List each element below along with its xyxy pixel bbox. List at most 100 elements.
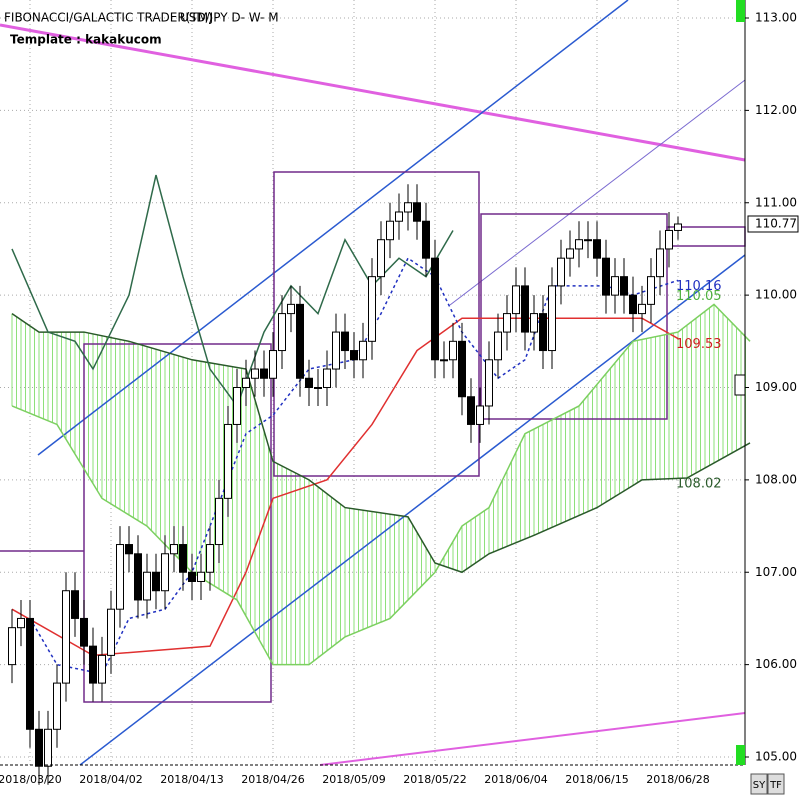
candle-body [458,340,466,398]
candle-body [206,544,214,573]
candle-body [602,257,610,296]
candle-body [440,359,448,362]
candle-body [233,387,241,425]
candle-body [224,423,232,499]
x-tick-label: 2018/03/20 [0,773,62,786]
button[interactable] [767,773,785,795]
x-tick-label: 2018/04/13 [160,773,223,786]
y-tick-label: 109.00 [755,380,797,394]
box [83,343,272,703]
candle-body [260,368,268,379]
y-tick-label: 110.00 [755,288,797,302]
last-price-box [747,215,799,233]
chart-title: FIBONACCI/GALACTIC TRADER(TM) [4,11,213,25]
box [273,171,480,477]
y-tick-label: 108.00 [755,472,797,486]
axes: 105.00 106.00 107.00 108.00 109.00 110.00 111.… [0,11,799,795]
candle-body [413,202,421,222]
trend-line [449,79,746,306]
candle-body [278,313,286,352]
candle-body [467,396,475,425]
candle-body [242,377,250,389]
candle-body [359,340,367,361]
candle-body [98,654,106,684]
value-annotation: 109.53 [676,337,722,352]
candle-body [116,544,124,610]
candle-body [377,239,385,278]
candle-body [215,497,223,546]
candle-body [584,239,592,242]
x-tick-label: 2018/05/22 [403,773,466,786]
candle-body [332,331,340,370]
candle-body [143,571,151,601]
x-tick-label: 2018/05/09 [322,773,385,786]
value-annotation: 110.16 [676,279,722,294]
candle-body [179,544,187,573]
candle-body [494,331,502,361]
marker [736,745,745,765]
x-tick-label: 2018/06/15 [565,773,628,786]
box [480,213,668,420]
x-tick-label: 2018/06/04 [484,773,547,786]
candle-body [89,645,97,684]
cloud [11,304,746,665]
candle-body [269,350,277,379]
drawings [0,0,746,766]
candle-body [611,276,619,296]
candle-body [170,544,178,555]
value-annotation: 110.05 [676,289,722,304]
candle-body [476,405,484,425]
button-label[interactable]: TF [769,780,782,791]
candle-body [521,285,529,333]
candle-body [431,257,439,361]
trend-line [79,254,746,766]
candle-body [107,608,115,656]
x-tick-label: 2018/04/26 [241,773,304,786]
trend-line [0,23,746,162]
candle-body [80,617,88,647]
candle-body [422,220,430,259]
candle-body [161,553,169,592]
candle-body [17,617,25,629]
y-tick-label: 106.00 [755,657,797,671]
candle-body [386,220,394,241]
indicator-line [11,312,751,574]
candle-body [341,331,349,352]
candle-body [593,239,601,259]
button-label[interactable]: SY [753,780,766,791]
candle-body [71,590,79,619]
candle-body [485,359,493,407]
candle-body [674,223,682,231]
candle-body [557,257,565,287]
candle-body [296,303,304,379]
candle-body [395,211,403,222]
y-tick-label: 111.00 [755,195,797,209]
candle-body [53,682,61,730]
candle-body [647,276,655,305]
candle-body [323,368,331,388]
candle-body [575,239,583,250]
candle-body [368,276,376,342]
last-price: 110.77 [755,216,797,230]
candle-body [539,313,547,352]
trend-line [319,712,746,766]
candle-body [8,627,16,666]
candle-body [35,728,43,767]
candle-body [314,387,322,389]
candle-body [197,571,205,582]
candle-body [620,276,628,296]
candle-body [449,340,457,361]
candle-body [530,313,538,333]
candle-body [548,285,556,352]
value-annotation: 108.02 [676,477,722,492]
candle-body [629,294,637,315]
marker [736,0,745,22]
candle-body [665,229,673,250]
symbol: USD/JPY D- W- M [180,11,279,25]
candle-body [305,377,313,389]
button[interactable] [750,773,768,795]
indicator-line [11,303,751,666]
candle-body [512,285,520,315]
scroll-handle[interactable] [734,374,746,396]
